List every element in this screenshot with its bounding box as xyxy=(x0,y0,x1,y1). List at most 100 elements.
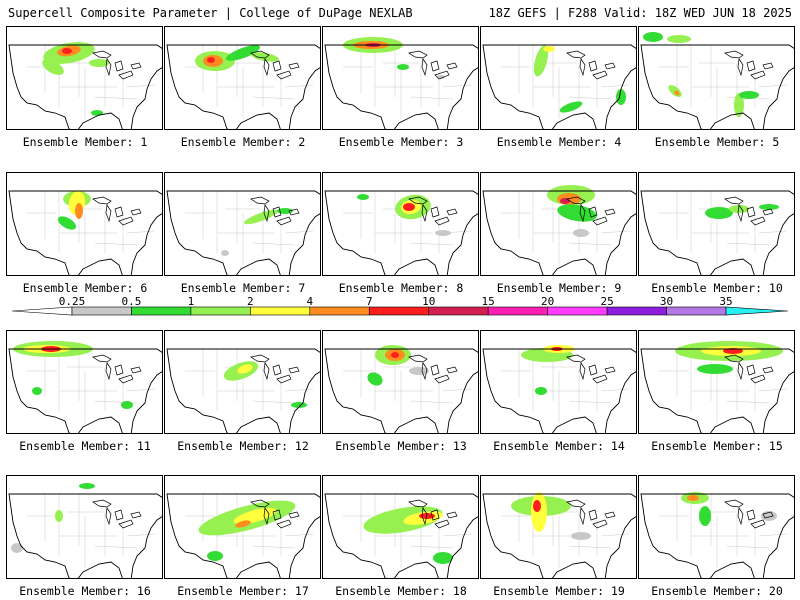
member-map-19 xyxy=(480,475,637,579)
member-label: Ensemble Member: 11 xyxy=(19,439,151,453)
scp-contour xyxy=(705,207,733,219)
colorbar-segment xyxy=(71,306,132,316)
great-lakes-outline xyxy=(724,50,774,80)
scp-contour xyxy=(723,348,743,354)
colorbar-level-label: 30 xyxy=(660,296,673,308)
scp-contour xyxy=(533,500,541,512)
scp-contour xyxy=(531,492,547,532)
great-lakes-outline xyxy=(250,499,300,529)
scp-contour xyxy=(435,230,451,236)
member-map-14 xyxy=(480,330,637,434)
scp-contour xyxy=(734,93,744,117)
coastline-outline xyxy=(324,190,478,275)
scp-contour xyxy=(533,45,549,77)
scp-contour xyxy=(55,510,63,522)
state-boundaries xyxy=(27,349,156,423)
member-label: Ensemble Member: 2 xyxy=(180,135,306,149)
member-label: Ensemble Member: 16 xyxy=(19,584,151,598)
colorbar-level-label: 4 xyxy=(307,296,314,308)
state-boundaries xyxy=(659,191,788,265)
member-map-13 xyxy=(322,330,479,434)
scp-contour xyxy=(699,506,711,526)
colorbar-high-arrow xyxy=(725,306,789,316)
member-label: Ensemble Member: 14 xyxy=(493,439,625,453)
coastline-outline xyxy=(8,348,162,433)
scp-contour xyxy=(759,204,779,210)
great-lakes-outline xyxy=(92,196,142,226)
colorbar-segment xyxy=(487,306,548,316)
member-map-4 xyxy=(480,26,637,130)
colorbar-level-label: 15 xyxy=(482,296,495,308)
scp-contour xyxy=(559,101,583,113)
scp-contour xyxy=(571,532,591,540)
scp-contour xyxy=(221,250,229,256)
color-scale-bar: 0.25 0.5 1 2 4 7 10 15 20 25 30 35 xyxy=(11,296,789,316)
scp-contour xyxy=(235,520,251,528)
member-label: Ensemble Member: 13 xyxy=(335,439,467,453)
colorbar-segment xyxy=(428,306,489,316)
scp-contour xyxy=(437,75,445,79)
great-lakes-outline xyxy=(566,196,616,226)
scp-contour xyxy=(91,110,103,116)
state-boundaries xyxy=(185,349,314,423)
scp-contour xyxy=(557,204,597,222)
colorbar-segment xyxy=(250,306,311,316)
member-map-12 xyxy=(164,330,321,434)
great-lakes-outline xyxy=(92,499,142,529)
member-label: Ensemble Member: 7 xyxy=(180,281,306,295)
scp-contour xyxy=(62,48,72,54)
run-valid-time: 18Z GEFS | F288 Valid: 18Z WED JUN 18 20… xyxy=(488,6,792,20)
great-lakes-outline xyxy=(408,354,458,384)
member-map-6 xyxy=(6,172,163,276)
great-lakes-outline xyxy=(724,196,774,226)
state-boundaries xyxy=(501,45,630,119)
scp-contour xyxy=(207,551,223,561)
great-lakes-outline xyxy=(250,50,300,80)
member-label: Ensemble Member: 19 xyxy=(493,584,625,598)
member-label: Ensemble Member: 10 xyxy=(651,281,783,295)
state-boundaries xyxy=(343,45,472,119)
scp-contour xyxy=(674,90,680,96)
colorbar-segment xyxy=(190,306,251,316)
member-label: Ensemble Member: 17 xyxy=(177,584,309,598)
state-boundaries xyxy=(185,191,314,265)
great-lakes-outline xyxy=(566,354,616,384)
great-lakes-outline xyxy=(566,499,616,529)
scp-contour xyxy=(75,203,83,219)
scp-contour xyxy=(277,208,293,214)
coastline-outline xyxy=(8,44,162,129)
colorbar-segment xyxy=(309,306,370,316)
coastline-outline xyxy=(166,44,320,129)
coastline-outline xyxy=(482,348,636,433)
great-lakes-outline xyxy=(92,50,142,80)
member-map-20 xyxy=(638,475,795,579)
colorbar-segment xyxy=(131,306,192,316)
scp-contour xyxy=(397,64,409,70)
coastline-outline xyxy=(482,44,636,129)
scp-contour xyxy=(535,387,547,395)
coastline-outline xyxy=(8,493,162,578)
state-boundaries xyxy=(659,45,788,119)
member-label: Ensemble Member: 3 xyxy=(338,135,464,149)
member-label: Ensemble Member: 12 xyxy=(177,439,309,453)
scp-contour xyxy=(729,205,749,213)
colorbar-segment xyxy=(666,306,727,316)
coastline-outline xyxy=(640,348,794,433)
member-label: Ensemble Member: 1 xyxy=(22,135,148,149)
great-lakes-outline xyxy=(408,499,458,529)
scp-contour xyxy=(225,45,261,61)
state-boundaries xyxy=(27,45,156,119)
member-map-17 xyxy=(164,475,321,579)
colorbar-segment xyxy=(606,306,667,316)
coastline-outline xyxy=(8,190,162,275)
scp-contour xyxy=(237,364,253,374)
coastline-outline xyxy=(324,44,478,129)
member-label: Ensemble Member: 20 xyxy=(651,584,783,598)
great-lakes-outline xyxy=(566,50,616,80)
member-map-5 xyxy=(638,26,795,130)
scp-contour xyxy=(367,372,383,386)
coastline-outline xyxy=(640,493,794,578)
colorbar-level-label: 2 xyxy=(247,296,254,308)
colorbar-level-label: 0.25 xyxy=(59,296,86,308)
scp-contour xyxy=(643,32,663,42)
